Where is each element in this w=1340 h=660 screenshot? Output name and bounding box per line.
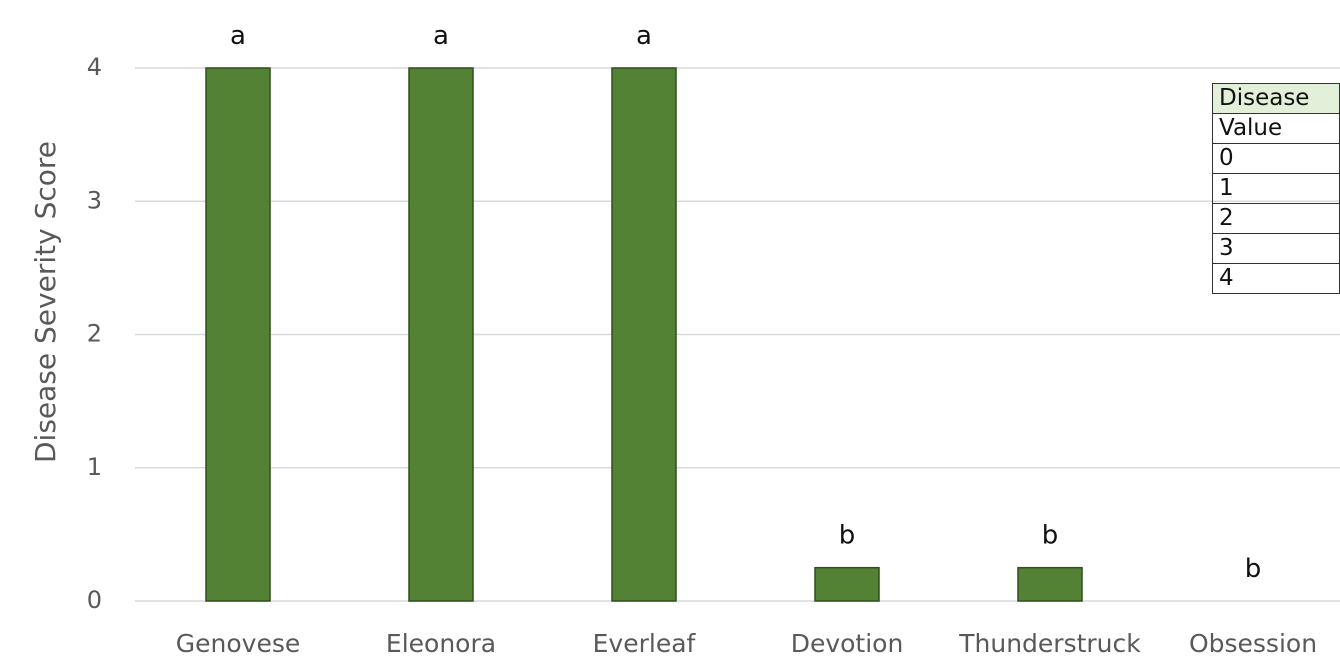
table-row: 3 — [1212, 233, 1340, 264]
x-category-label: Eleonora — [386, 629, 496, 658]
table-cell: 2 — [1212, 203, 1340, 234]
table-row: 0 — [1212, 143, 1340, 174]
y-tick-label: 2 — [87, 320, 102, 348]
significance-letter: b — [1042, 521, 1059, 551]
y-tick-label: 1 — [87, 453, 102, 481]
bar — [408, 67, 474, 602]
table-header-row: Disease — [1212, 83, 1340, 114]
disease-value-table: Disease Value 0 1 2 3 4 — [1212, 83, 1340, 294]
table-row: 2 — [1212, 203, 1340, 234]
y-axis-label: Disease Severity Score — [29, 141, 62, 463]
x-category-label: Thunderstruck — [958, 629, 1141, 658]
table-cell: 0 — [1212, 143, 1340, 174]
significance-letter: a — [636, 21, 652, 51]
significance-letter: b — [1245, 554, 1262, 584]
table-cell: 4 — [1212, 263, 1340, 294]
table-row: 4 — [1212, 263, 1340, 294]
bar — [1017, 566, 1083, 602]
x-category-label: Devotion — [791, 629, 904, 658]
table-subheader-row: Value — [1212, 113, 1340, 144]
bar — [611, 67, 677, 602]
y-tick-label: 0 — [87, 586, 102, 614]
x-axis-categories: Genovese Eleonora Everleaf Devotion Thunders… — [176, 629, 1317, 658]
significance-letter: b — [839, 521, 856, 551]
x-category-label: Everleaf — [593, 629, 697, 658]
y-tick-label: 3 — [87, 186, 102, 214]
table-subheader-cell: Value — [1212, 113, 1340, 144]
gridlines — [135, 67, 1340, 602]
y-axis-ticks: 0 1 2 3 4 — [87, 53, 102, 614]
table-cell: 1 — [1212, 173, 1340, 204]
table-row: 1 — [1212, 173, 1340, 204]
table-cell: 3 — [1212, 233, 1340, 264]
y-tick-label: 4 — [87, 53, 102, 81]
table-header-cell: Disease — [1212, 83, 1340, 114]
significance-letters: a a a b b b — [230, 21, 1261, 584]
x-category-label: Obsession — [1189, 629, 1317, 658]
bar — [205, 67, 271, 602]
bars — [205, 67, 1083, 602]
significance-letter: a — [230, 21, 246, 51]
bar — [814, 566, 880, 602]
x-category-label: Genovese — [176, 629, 300, 658]
significance-letter: a — [433, 21, 449, 51]
